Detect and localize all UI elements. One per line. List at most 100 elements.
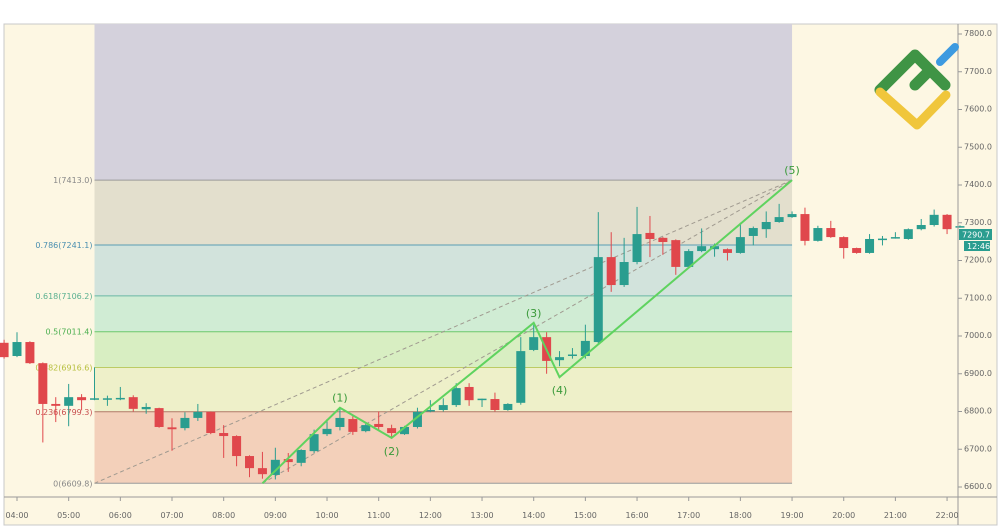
candle-body [412, 411, 422, 427]
candle [606, 232, 616, 292]
candle [257, 451, 267, 479]
candle-body [206, 411, 216, 434]
candle [516, 337, 526, 405]
candle-body [503, 403, 513, 410]
candle [619, 237, 629, 287]
candle [580, 324, 590, 359]
candle [800, 207, 810, 246]
price-tick-label: 7000.0 [964, 331, 992, 340]
candle-body [115, 397, 125, 400]
candle-body [697, 246, 707, 252]
candle [761, 211, 771, 238]
fib-level-label: 0(6609.8) [53, 479, 92, 488]
candle-body [632, 234, 642, 263]
candle [464, 383, 474, 406]
fib-zone [94, 180, 793, 245]
fib-level-label: 0.236(6799.3) [35, 408, 92, 417]
time-axis[interactable]: 04:00 05:00 06:00 07:00 08:00 09:00 10:00 11:00… [5, 497, 959, 520]
candle [632, 206, 642, 265]
candle [671, 239, 681, 275]
candle-body [787, 214, 797, 218]
candle-body [865, 238, 875, 253]
elliott-wave[interactable]: (1) (2) (3) (4) (5) [261, 164, 800, 485]
trend-line-dashed [262, 179, 793, 484]
candle-body [309, 434, 319, 452]
candle [890, 232, 900, 239]
price-tick-label: 6700.0 [964, 444, 992, 453]
candle-body [387, 428, 397, 434]
price-tick-label: 6800.0 [964, 407, 992, 416]
candle-body [128, 397, 138, 409]
candle-body [361, 425, 371, 432]
candle-body [748, 228, 758, 236]
candle-body [90, 398, 100, 400]
candle [955, 225, 965, 228]
candle-body [903, 229, 913, 239]
candle [12, 332, 22, 358]
price-tick-label: 6600.0 [964, 482, 992, 491]
candle-body [955, 226, 965, 228]
candle [645, 215, 655, 258]
candle [361, 423, 371, 433]
candle-body [826, 228, 836, 238]
time-tick-label: 22:00 [936, 511, 959, 520]
wave-label: (2) [384, 445, 400, 458]
candle-body [296, 450, 306, 463]
candle [38, 362, 48, 443]
candle [154, 407, 164, 428]
candle [451, 383, 461, 407]
candle [942, 214, 952, 235]
fib-zone [94, 411, 793, 484]
candle [503, 403, 513, 411]
candle [167, 418, 177, 451]
candle-body [567, 354, 577, 356]
time-tick-label: 09:00 [264, 511, 287, 520]
candle [387, 424, 397, 439]
candle-body [606, 257, 616, 286]
candle-body [451, 388, 461, 406]
candle [245, 455, 255, 478]
candle-body [283, 459, 293, 463]
candle [555, 351, 565, 367]
brand-logo [874, 43, 959, 130]
candle [102, 395, 112, 406]
candle-body [490, 399, 500, 410]
countdown-value: 12:46 [967, 242, 990, 251]
candle-body [141, 406, 151, 410]
candle-body [464, 386, 474, 401]
candle [852, 247, 862, 254]
fib-zone-above [94, 24, 793, 181]
candle-body [735, 237, 745, 253]
candle-body [167, 427, 177, 430]
candle-body [529, 337, 539, 350]
candle-body [348, 419, 358, 432]
price-tick-label: 7100.0 [964, 293, 992, 302]
time-tick-label: 07:00 [160, 511, 183, 520]
wave-label: (3) [526, 307, 542, 320]
time-tick-label: 17:00 [677, 511, 700, 520]
candle [748, 226, 758, 246]
candle-body [813, 228, 823, 241]
candle [270, 447, 280, 480]
time-tick-label: 16:00 [626, 511, 649, 520]
candle [25, 341, 35, 364]
candle [722, 248, 732, 261]
candle [490, 392, 500, 412]
candle-body [193, 411, 203, 418]
candles [0, 203, 965, 480]
candle [916, 218, 926, 231]
candle [374, 411, 384, 431]
time-tick-label: 11:00 [367, 511, 390, 520]
time-tick-label: 08:00 [212, 511, 235, 520]
wave-path [261, 179, 793, 485]
time-tick-label: 19:00 [781, 511, 804, 520]
candle [658, 237, 668, 255]
candle-body [477, 398, 487, 401]
candle [929, 209, 939, 227]
last-price-value: 7290.7 [962, 231, 990, 240]
candle-body [890, 237, 900, 239]
price-axis[interactable]: 7800.0 7700.0 7600.0 7500.0 7400.0 7300.0 7200… [958, 29, 992, 491]
candle-body [877, 238, 887, 241]
candle-body [12, 342, 22, 357]
